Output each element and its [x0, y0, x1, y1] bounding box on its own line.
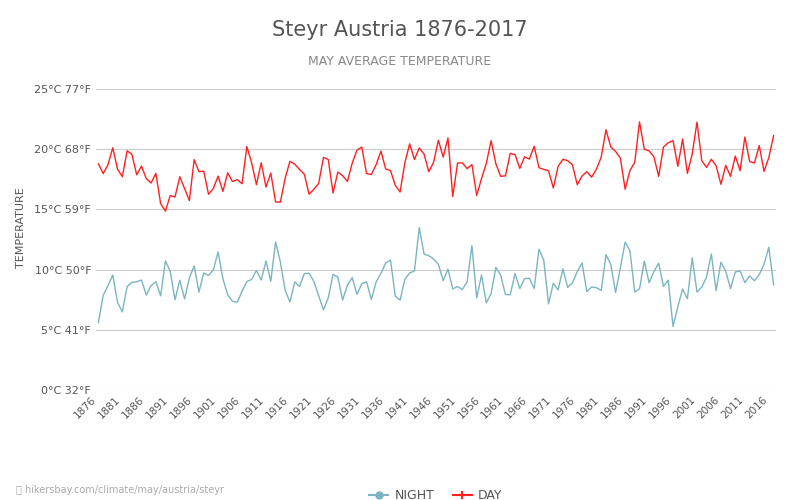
Y-axis label: TEMPERATURE: TEMPERATURE	[16, 187, 26, 268]
Text: ⌖ hikersbay.com/climate/may/austria/steyr: ⌖ hikersbay.com/climate/may/austria/stey…	[16, 485, 224, 495]
Text: MAY AVERAGE TEMPERATURE: MAY AVERAGE TEMPERATURE	[309, 55, 491, 68]
Text: Steyr Austria 1876-2017: Steyr Austria 1876-2017	[272, 20, 528, 40]
Legend: NIGHT, DAY: NIGHT, DAY	[365, 484, 507, 500]
